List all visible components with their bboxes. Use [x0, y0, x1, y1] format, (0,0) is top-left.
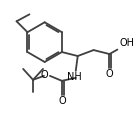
- Text: O: O: [40, 70, 48, 80]
- Text: O: O: [106, 69, 113, 79]
- Text: NH: NH: [67, 72, 82, 82]
- Text: OH: OH: [119, 38, 134, 48]
- Text: O: O: [58, 96, 66, 106]
